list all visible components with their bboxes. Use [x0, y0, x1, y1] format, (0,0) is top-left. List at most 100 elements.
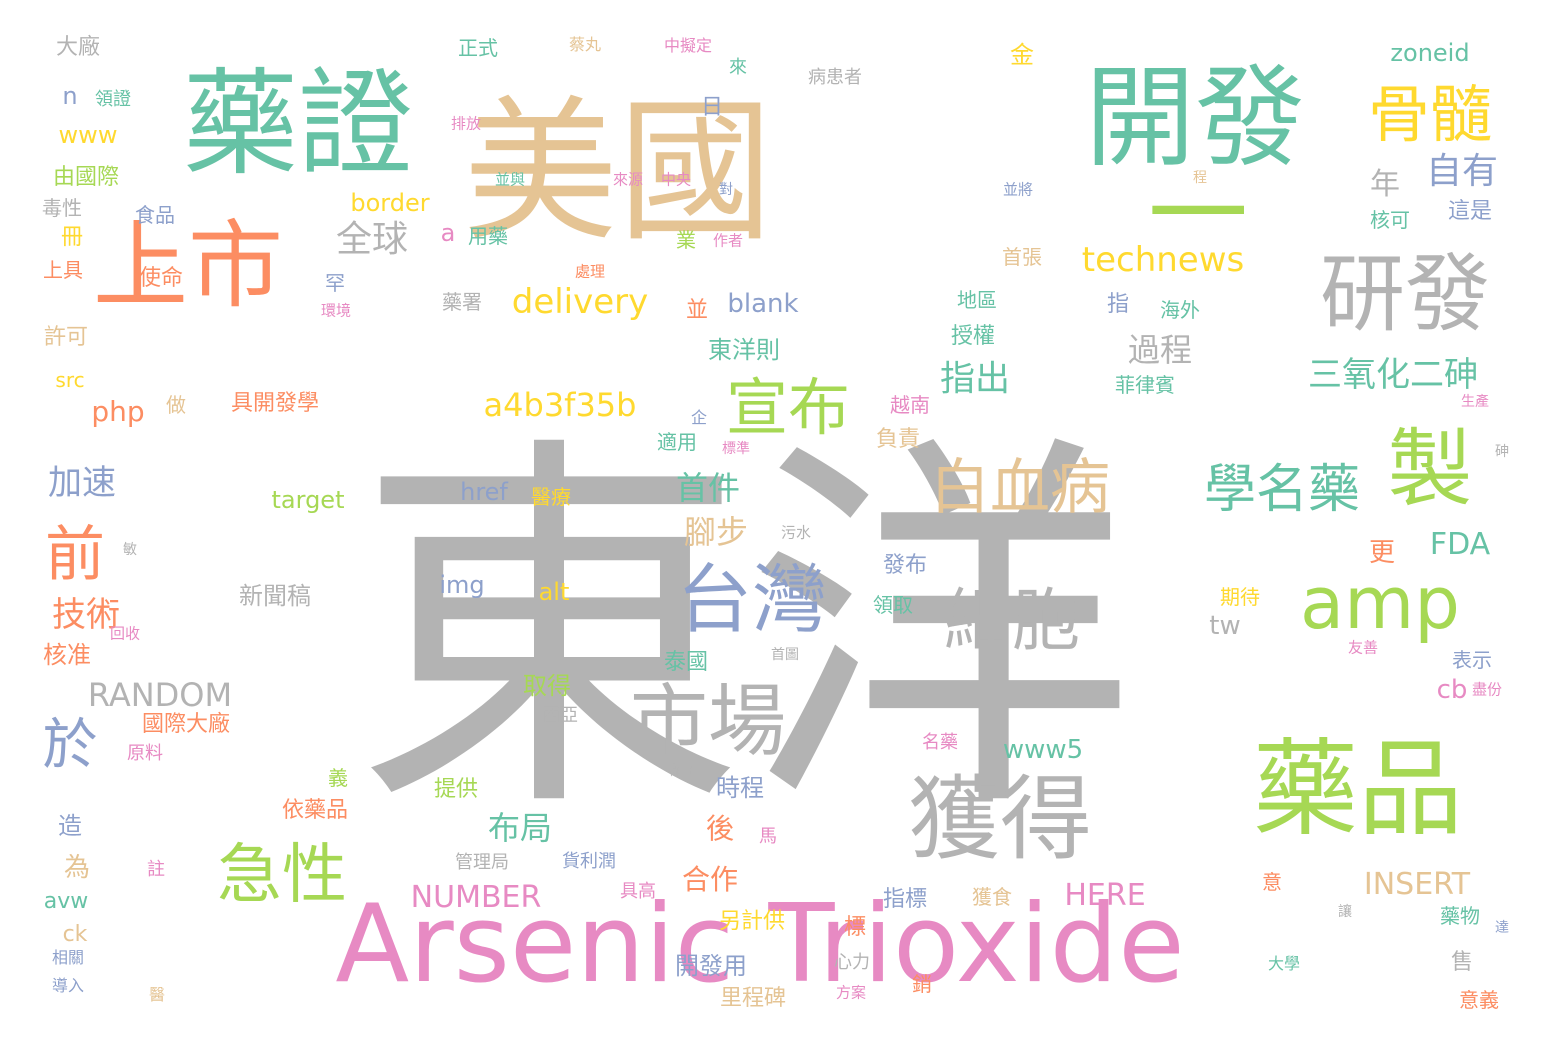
- word-85: 具開發學: [230, 391, 320, 416]
- word-13: 市場: [629, 677, 787, 767]
- word-109: 友善: [1347, 638, 1379, 657]
- word-9: 骨髓: [1367, 78, 1493, 151]
- word-92: 負責: [875, 427, 921, 452]
- word-37: zoneid: [1390, 39, 1470, 67]
- word-158: 讓: [1338, 904, 1352, 920]
- word-114: cb: [1436, 675, 1468, 705]
- word-1: 美國: [463, 81, 773, 263]
- word-148: 醫: [148, 985, 166, 1004]
- word-30: a4b3f35b: [483, 386, 637, 424]
- word-120: 名藥: [922, 732, 958, 753]
- word-118: 原料: [127, 743, 163, 764]
- word-57: 對: [719, 182, 733, 198]
- word-115: 盡份: [1471, 680, 1503, 699]
- word-124: 時程: [716, 774, 764, 802]
- word-90: 適用: [657, 430, 697, 454]
- word-98: 敏: [123, 542, 137, 558]
- word-84: 做: [166, 393, 186, 417]
- word-6: 上市: [92, 211, 284, 322]
- word-102: alt: [538, 578, 570, 606]
- word-41: 大廠: [55, 35, 101, 60]
- word-142: 獲食: [972, 885, 1012, 909]
- word-105: tw: [1209, 611, 1241, 641]
- word-4: Arsenic Trioxide: [335, 882, 1185, 1007]
- word-8: 藥品: [1252, 728, 1464, 851]
- word-74: 地區: [957, 288, 997, 312]
- word-139: avw: [43, 889, 89, 914]
- word-147: 導入: [51, 976, 85, 995]
- word-150: 心力: [834, 952, 870, 973]
- word-23: 年: [1370, 167, 1400, 202]
- word-159: 達: [1495, 920, 1509, 936]
- word-76: blank: [727, 289, 799, 319]
- word-93: 砷: [1495, 444, 1509, 460]
- word-62: 食品: [135, 203, 175, 227]
- word-49: 排放: [450, 114, 482, 133]
- word-46: 病患者: [808, 67, 862, 88]
- word-119: www5: [1002, 735, 1084, 765]
- word-27: 三氧化二砷: [1308, 355, 1478, 395]
- word-61: 這是: [1447, 199, 1493, 224]
- word-97: 污水: [780, 523, 812, 542]
- word-11: 獲得: [907, 766, 1093, 873]
- word-113: 表示: [1452, 648, 1492, 672]
- word-103: 發布: [882, 553, 928, 578]
- word-149: 開發用: [675, 952, 747, 980]
- word-107: 回收: [109, 624, 141, 643]
- word-87: 菲律賓: [1115, 373, 1175, 397]
- word-135: NUMBER: [410, 880, 542, 915]
- word-5: 一: [1148, 156, 1248, 273]
- word-7: 研發: [1319, 245, 1491, 345]
- word-91: 標準: [722, 441, 750, 457]
- word-88: 生產: [1461, 394, 1489, 410]
- word-42: 正式: [458, 36, 498, 60]
- word-71: 罕: [325, 271, 345, 295]
- word-67: 上具: [43, 258, 83, 282]
- word-77: 指: [1106, 292, 1130, 317]
- word-128: 後: [705, 812, 735, 845]
- word-40: 領證: [95, 89, 131, 110]
- word-36: FDA: [1429, 527, 1491, 562]
- word-53: border: [350, 189, 430, 217]
- word-79: 許可: [43, 325, 89, 350]
- word-10: 製: [1387, 420, 1473, 520]
- word-126: 依藥品: [281, 798, 349, 823]
- word-43: 蔡丸: [568, 35, 602, 54]
- word-45: 金: [1010, 41, 1034, 69]
- word-99: 更: [1368, 538, 1396, 568]
- word-2: 藥證: [182, 57, 414, 192]
- word-110: 核准: [43, 641, 91, 669]
- word-73: 藥署: [442, 290, 482, 314]
- word-125: 造: [58, 812, 82, 840]
- word-22: 自有: [1425, 151, 1499, 192]
- word-68: 使命: [138, 266, 184, 291]
- word-24: 全球: [335, 219, 409, 260]
- word-111: 泰國: [663, 650, 709, 675]
- word-131: 註: [147, 859, 165, 880]
- word-28: 過程: [1127, 331, 1193, 369]
- word-48: 日: [700, 95, 724, 120]
- word-145: ck: [62, 922, 88, 947]
- word-83: php: [91, 395, 145, 428]
- word-89: 企: [690, 408, 708, 427]
- word-143: 另計供: [718, 909, 786, 934]
- word-58: 並將: [1002, 180, 1034, 199]
- word-95: href: [460, 478, 508, 506]
- word-60: 核可: [1370, 208, 1410, 232]
- word-64: 用藥: [468, 224, 508, 248]
- word-121: 離子: [670, 763, 698, 779]
- word-21: 於: [42, 712, 98, 777]
- word-136: 具高: [620, 881, 656, 902]
- word-14: amp: [1300, 561, 1460, 645]
- word-157: 意義: [1459, 988, 1499, 1012]
- word-39: n: [62, 82, 78, 110]
- word-33: 技術: [52, 595, 120, 635]
- word-18: 急性: [216, 837, 348, 913]
- word-50: 由國際: [52, 165, 120, 190]
- word-32: 腳步: [683, 513, 749, 551]
- word-106: 期待: [1220, 585, 1260, 609]
- word-63: a: [440, 219, 456, 247]
- word-72: 環境: [320, 301, 352, 320]
- word-144: 標: [843, 915, 867, 940]
- word-25: technews: [1081, 240, 1245, 280]
